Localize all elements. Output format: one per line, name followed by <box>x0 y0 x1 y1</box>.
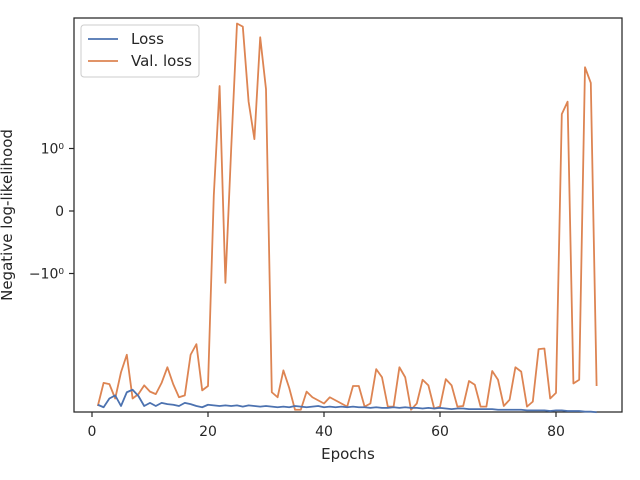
series-layer <box>96 22 598 414</box>
y-tick-label: 10⁰ <box>41 142 65 158</box>
x-axis-title: Epochs <box>321 445 375 463</box>
y-tick-label: 0 <box>55 204 64 220</box>
x-tick-label: 80 <box>547 424 565 440</box>
y-axis-title: Negative log-likelihood <box>0 129 16 301</box>
plot-area-frame <box>73 17 623 413</box>
legend-label-val-loss: Val. loss <box>131 52 192 70</box>
x-axis: 0 20 40 60 80 <box>88 412 565 440</box>
x-tick-label: 0 <box>88 424 97 440</box>
legend: Loss Val. loss <box>80 24 200 78</box>
series-line-loss <box>97 388 597 414</box>
x-tick-label: 40 <box>315 424 333 440</box>
x-tick-label: 60 <box>431 424 449 440</box>
y-tick-label: −10⁰ <box>29 267 65 283</box>
y-axis: 10⁰ 0 −10⁰ <box>29 142 74 283</box>
x-tick-label: 20 <box>199 424 217 440</box>
legend-label-loss: Loss <box>131 30 164 48</box>
legend-box <box>80 24 200 78</box>
